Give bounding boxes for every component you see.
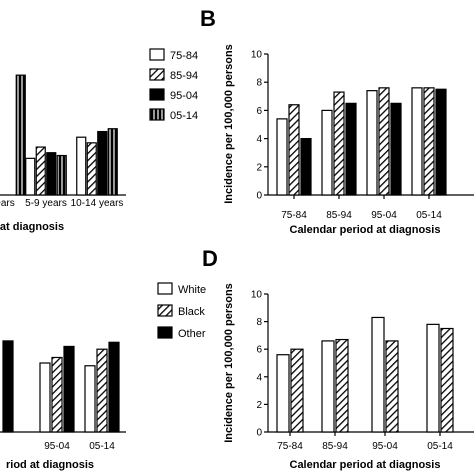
bar-95-04-85-94 xyxy=(345,102,357,196)
x-tick-label: ears xyxy=(0,198,15,209)
legend-label: 85-94 xyxy=(170,70,198,82)
x-axis-label: riod at diagnosis xyxy=(6,459,94,471)
x-tick-label: 95-04 xyxy=(371,210,397,221)
panel-a: ears 5-9 years 10-14 years at diagnosis xyxy=(0,74,126,233)
x-tick-label: 85-94 xyxy=(322,441,348,452)
legend-swatch xyxy=(149,108,165,121)
panel-letter: B xyxy=(200,6,216,31)
legend: White Black Other xyxy=(157,282,206,340)
x-tick-label: 10-14 years xyxy=(71,198,124,209)
bar-white-75-84 xyxy=(276,354,290,433)
bar-75-84-75-84 xyxy=(276,118,288,196)
legend-label: Black xyxy=(178,306,205,318)
y-tick-label: 0 xyxy=(256,191,262,202)
y-tick-label: 4 xyxy=(256,372,262,383)
bar-black-05-14 xyxy=(440,327,454,433)
legend-label: 75-84 xyxy=(170,50,198,62)
y-tick-label: 2 xyxy=(256,162,262,173)
bar-other-05-14 xyxy=(108,341,120,433)
y-axis-label: Incidence per 100,000 persons xyxy=(223,283,235,443)
legend-swatch xyxy=(149,88,165,101)
y-tick-label: 10 xyxy=(251,50,263,61)
bar-85-94-5-9-years xyxy=(35,146,46,196)
bar-other-95-04 xyxy=(63,345,75,433)
y-axis-label: Incidence per 100,000 persons xyxy=(223,44,235,204)
x-axis-label: Calendar period at diagnosis xyxy=(290,224,441,236)
x-tick-label: 05-14 xyxy=(416,210,442,221)
bar-75-84-5-9-years xyxy=(25,157,36,196)
bar-black-95-04 xyxy=(385,340,399,433)
legend-swatch xyxy=(157,304,173,317)
y-tick-label: 6 xyxy=(256,106,262,117)
x-tick-label: 05-14 xyxy=(89,441,115,452)
bar-95-04-75-84 xyxy=(300,138,312,196)
bar-white-05-14 xyxy=(84,365,96,433)
x-axis-label: Calendar period at diagnosis xyxy=(290,459,441,471)
x-tick-label: 75-84 xyxy=(277,441,303,452)
bar-white-95-04 xyxy=(39,362,51,433)
legend: 75-84 85-94 95-04 05-14 xyxy=(149,48,198,122)
bar-95-04-95-04 xyxy=(390,102,402,196)
bar-black-95-04 xyxy=(51,356,63,433)
y-tick-label: 6 xyxy=(256,345,262,356)
bar-black-05-14 xyxy=(96,348,108,433)
bar-85-94-75-84 xyxy=(288,104,300,196)
bar-85-94-85-94 xyxy=(333,91,345,196)
bar-05-14-10-14-years xyxy=(107,128,118,196)
bar-85-94-05-14 xyxy=(423,87,435,196)
panel-b: 0 2 4 6 8 10 Incidence per 100,000 persons 75-8… xyxy=(149,6,474,236)
bar-white-85-94 xyxy=(321,340,335,433)
x-tick-label: 85-94 xyxy=(326,210,352,221)
bar-75-84-95-04 xyxy=(366,90,378,196)
bar-75-84-10-14-years xyxy=(76,136,87,196)
y-tick-label: 0 xyxy=(256,428,262,439)
legend-label: White xyxy=(178,284,206,296)
legend-swatch xyxy=(157,282,173,295)
y-tick-label: 8 xyxy=(256,317,262,328)
y-tick-label: 2 xyxy=(256,400,262,411)
x-tick-label: 05-14 xyxy=(427,441,453,452)
x-tick-label: 95-04 xyxy=(372,441,398,452)
legend-swatch xyxy=(149,48,165,61)
bar-85-94-10-14-years xyxy=(86,142,97,196)
legend-label: 95-04 xyxy=(170,90,198,102)
bar-black-85-94 xyxy=(335,338,349,433)
bar-75-84-05-14 xyxy=(411,87,423,196)
y-tick-label: 10 xyxy=(251,290,263,301)
y-tick-label: 8 xyxy=(256,78,262,89)
bar-75-84-85-94 xyxy=(321,109,333,196)
legend-label: 05-14 xyxy=(170,110,198,122)
x-tick-label: 5-9 years xyxy=(25,198,67,209)
x-axis-label: at diagnosis xyxy=(0,221,64,233)
bar-95-04-5-9-years xyxy=(46,152,57,196)
bar-black-75-84 xyxy=(290,348,304,433)
bar-other-85-94 xyxy=(2,340,14,433)
x-tick-label: 95-04 xyxy=(44,441,70,452)
bar-05-14-0-4-years xyxy=(15,74,26,196)
legend-swatch xyxy=(149,68,165,81)
bar-05-14-5-9-years xyxy=(56,154,67,196)
y-tick-label: 4 xyxy=(256,134,262,145)
panel-letter: D xyxy=(202,246,218,271)
bar-95-04-10-14-years xyxy=(97,130,108,196)
legend-swatch xyxy=(157,326,173,339)
bar-85-94-95-04 xyxy=(378,87,390,196)
x-tick-label: 75-84 xyxy=(281,210,307,221)
bar-95-04-05-14 xyxy=(435,88,447,196)
panel-d: 0 2 4 6 8 10 Incidence per 100,000 persons 75-8… xyxy=(157,246,474,471)
bar-white-05-14 xyxy=(426,323,440,433)
legend-label: Other xyxy=(178,328,206,340)
bar-white-95-04 xyxy=(371,316,385,433)
